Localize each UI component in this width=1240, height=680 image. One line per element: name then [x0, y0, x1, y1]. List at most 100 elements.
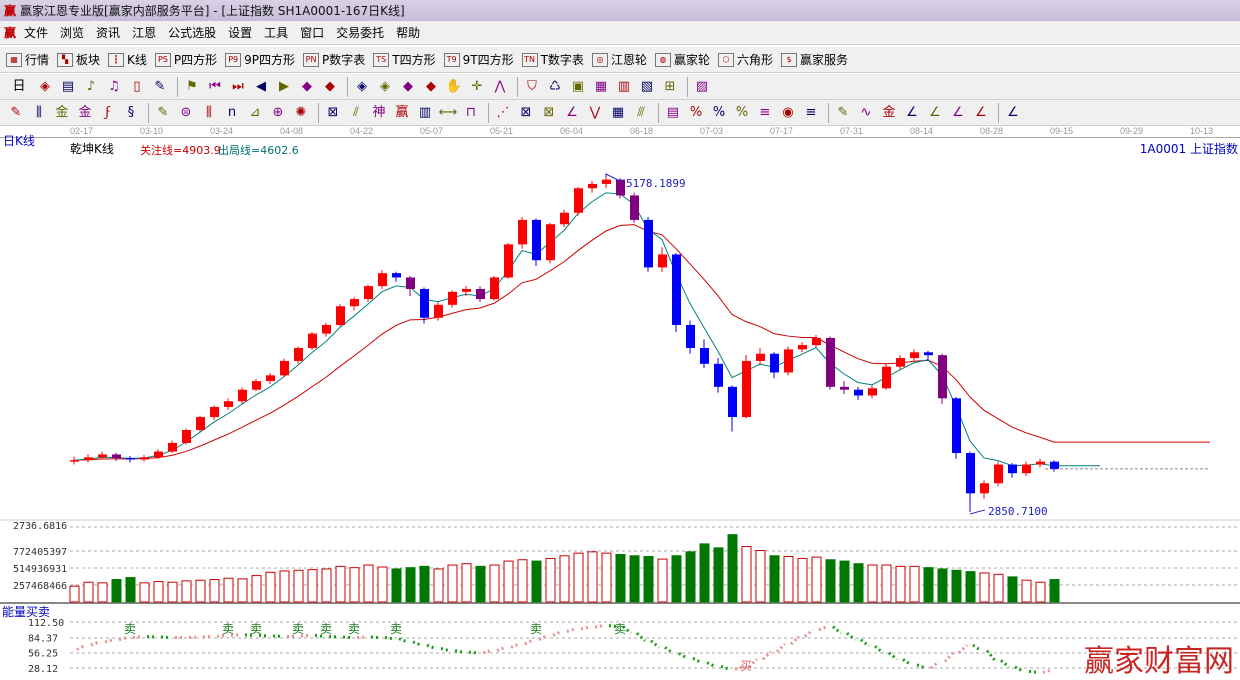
shen-angle-icon[interactable]: ∠: [952, 104, 964, 120]
target-icon[interactable]: ⊕: [272, 104, 284, 120]
node-icon[interactable]: ⛉: [527, 78, 537, 94]
menu-item-4[interactable]: 公式选股: [168, 26, 217, 40]
box-fan-icon[interactable]: ⊠: [520, 104, 532, 120]
lines-icon[interactable]: ⫼: [36, 104, 42, 120]
pen-icon[interactable]: ✎: [10, 104, 22, 120]
spiral-icon[interactable]: §: [127, 104, 135, 120]
triangle-icon[interactable]: ⊿: [249, 104, 261, 120]
sell-signal: 卖: [292, 622, 304, 636]
width-icon[interactable]: ⟷: [438, 104, 458, 120]
energy-segment: [775, 642, 787, 653]
volume-bar: [377, 566, 388, 603]
date-tick: 09-15: [1050, 126, 1074, 136]
parallel-icon[interactable]: ⫽: [353, 104, 359, 120]
wire-icon[interactable]: ♺: [549, 78, 561, 94]
fan-icon[interactable]: ⋰: [496, 104, 510, 120]
notes-icon[interactable]: ▥: [617, 78, 631, 94]
box-icon[interactable]: ⊠: [327, 104, 339, 120]
calculator-icon[interactable]: ▦: [594, 78, 608, 94]
toolbar-button-2[interactable]: ┇ K线: [108, 51, 147, 68]
ruler-icon[interactable]: ▥: [418, 104, 432, 120]
toolbar-button-9[interactable]: ◎ 江恩轮: [591, 51, 647, 68]
menu-item-3[interactable]: 江恩: [132, 26, 157, 40]
network-icon[interactable]: ⊞: [664, 78, 676, 94]
gold-eq-icon[interactable]: ◉: [782, 104, 794, 120]
toolbar-button-10[interactable]: ◍ 赢家轮: [654, 51, 710, 68]
cells-icon[interactable]: ▦: [611, 104, 625, 120]
pencil-icon[interactable]: ≡: [805, 104, 817, 120]
candle-type-icon[interactable]: ▯: [133, 78, 141, 94]
n2-icon[interactable]: n: [227, 104, 237, 120]
angle-icon[interactable]: ∠: [566, 104, 578, 120]
menu-item-7[interactable]: 窗口: [300, 26, 325, 40]
gold1-icon[interactable]: 金: [55, 104, 69, 120]
period-select[interactable]: 日: [12, 78, 26, 94]
wave-icon[interactable]: ✎: [837, 104, 849, 120]
toolbar-button-8[interactable]: TN T数字表: [521, 51, 584, 68]
pct-line-icon[interactable]: %: [689, 104, 703, 120]
god-icon[interactable]: 神: [372, 104, 386, 120]
left-diamond-icon[interactable]: ◆: [302, 78, 312, 94]
gold-circle-icon[interactable]: ≡: [759, 104, 771, 120]
toolbar-button-3[interactable]: PS P四方形: [154, 51, 217, 68]
j-angle-icon[interactable]: 金: [882, 104, 896, 120]
toolbar-button-6[interactable]: TS T四方形: [373, 51, 436, 68]
flag-icon[interactable]: ⚑: [186, 78, 198, 94]
pct-eq-icon[interactable]: %: [735, 104, 749, 120]
gold2-icon[interactable]: 金: [78, 104, 92, 120]
win-icon[interactable]: 赢: [395, 104, 409, 120]
gold-line-icon[interactable]: ∿: [860, 104, 872, 120]
square-icon[interactable]: ⊓: [465, 104, 477, 120]
grid-fan-icon[interactable]: ⊠: [543, 104, 555, 120]
table-icon[interactable]: ▤: [666, 104, 680, 120]
first-icon[interactable]: ⏮: [209, 78, 221, 94]
next-icon[interactable]: ▶: [279, 78, 289, 94]
calendar-icon[interactable]: ▣: [571, 78, 585, 94]
menu-item-6[interactable]: 工具: [264, 26, 289, 40]
full-icon[interactable]: ◆: [426, 78, 436, 94]
last-icon[interactable]: ⏭: [232, 78, 244, 94]
crosshair-icon[interactable]: ✛: [471, 78, 483, 94]
four-angle-icon[interactable]: ∠: [1007, 104, 1019, 120]
percent-icon[interactable]: %: [712, 104, 726, 120]
toolbar-button-1[interactable]: ▚ 板块: [57, 51, 100, 68]
v-icon[interactable]: ⋁: [589, 104, 601, 120]
toolbar-button-4[interactable]: P9 9P四方形: [225, 51, 295, 68]
menu-item-9[interactable]: 帮助: [396, 26, 421, 40]
g-angle-icon[interactable]: ∠: [929, 104, 941, 120]
hatch-icon[interactable]: ⫻: [637, 104, 645, 120]
menu-item-5[interactable]: 设置: [228, 26, 253, 40]
chart3-icon[interactable]: ♪: [86, 78, 96, 94]
comb-icon[interactable]: ⫼: [206, 104, 212, 120]
menu-item-1[interactable]: 浏览: [60, 26, 85, 40]
list-icon[interactable]: ▤: [61, 78, 75, 94]
fit-icon[interactable]: ◆: [403, 78, 413, 94]
save-icon[interactable]: ▧: [640, 78, 654, 94]
f-angle-icon[interactable]: ∠: [906, 104, 918, 120]
shrink-icon[interactable]: ◈: [380, 78, 390, 94]
circle-icon[interactable]: ⊜: [180, 104, 192, 120]
indicator-name: 乾坤K线: [70, 142, 114, 156]
print-icon[interactable]: ▨: [695, 78, 709, 94]
toolbar-button-5[interactable]: PN P数字表: [303, 51, 365, 68]
line-icon[interactable]: ⋀: [494, 78, 506, 94]
star-icon[interactable]: ✺: [295, 104, 307, 120]
toolbar-button-12[interactable]: $ 赢家服务: [780, 51, 848, 68]
menu-item-2[interactable]: 资讯: [96, 26, 121, 40]
toolbar-button-7[interactable]: T9 9T四方形: [443, 51, 514, 68]
pen2-icon[interactable]: ✎: [157, 104, 169, 120]
toolbar-button-0[interactable]: ▦ 行情: [6, 51, 49, 68]
draw-icon[interactable]: ✎: [154, 78, 166, 94]
right-diamond-icon[interactable]: ◆: [325, 78, 335, 94]
hand-icon[interactable]: ✋: [445, 78, 463, 94]
fib-icon[interactable]: ϝ: [105, 104, 111, 120]
toolbar-button-11[interactable]: ⬡ 六角形: [717, 51, 773, 68]
chart9-icon[interactable]: ♫: [108, 78, 120, 94]
prev-icon[interactable]: ◀: [256, 78, 266, 94]
ying-angle-icon[interactable]: ∠: [975, 104, 987, 120]
expand-icon[interactable]: ◈: [357, 78, 367, 94]
menu-item-8[interactable]: 交易委托: [336, 26, 385, 40]
menu-item-0[interactable]: 文件: [24, 26, 49, 40]
zoom-icon[interactable]: ◈: [40, 78, 50, 94]
